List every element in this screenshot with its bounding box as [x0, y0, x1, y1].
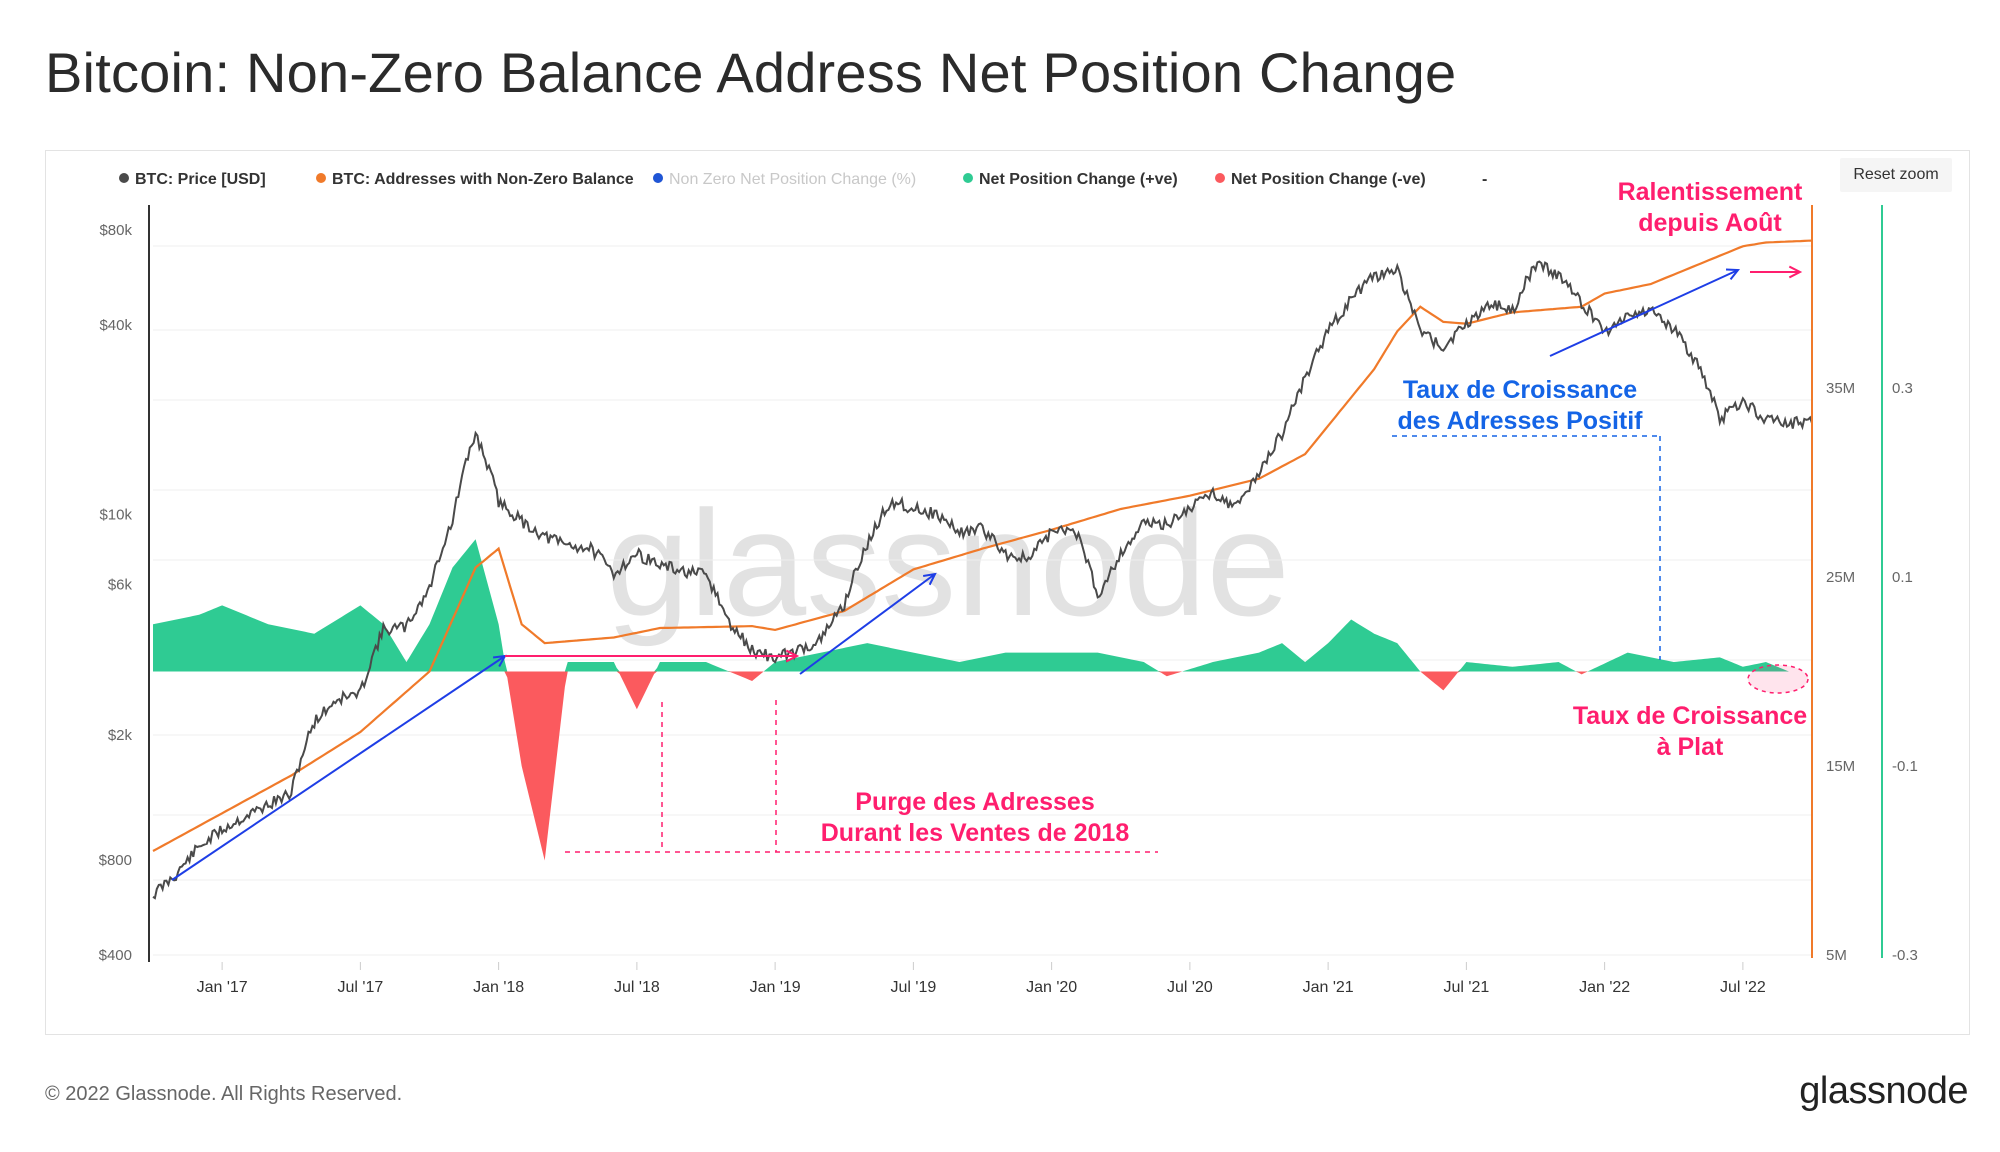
legend-label: Non Zero Net Position Change (%): [669, 171, 916, 188]
price-tick-label: $400: [99, 947, 132, 964]
pct-tick-label: 0.1: [1892, 569, 1913, 586]
chart-title: Bitcoin: Non-Zero Balance Address Net Po…: [45, 41, 1457, 104]
x-tick-label: Jul '18: [614, 979, 660, 996]
annotation-text: Taux de Croissance: [1573, 702, 1807, 730]
pct-tick-label: 0.3: [1892, 380, 1913, 397]
pink-arrow-august-head: [1788, 265, 1803, 279]
reset-zoom-button[interactable]: Reset zoom: [1840, 158, 1952, 192]
legend-marker: [316, 173, 326, 183]
address-tick-label: 5M: [1826, 947, 1847, 964]
x-tick-label: Jan '19: [750, 979, 801, 996]
chart-frame: [45, 150, 1970, 1035]
price-tick-label: $2k: [108, 727, 133, 744]
price-tick-label: $800: [99, 852, 132, 869]
address-tick-label: 25M: [1826, 569, 1855, 586]
annotation-text: Durant les Ventes de 2018: [821, 819, 1130, 847]
flat-rate-ellipse: [1747, 664, 1809, 694]
x-tick-label: Jul '17: [338, 979, 384, 996]
legend-label: BTC: Addresses with Non-Zero Balance: [332, 171, 634, 188]
x-tick-label: Jan '17: [197, 979, 248, 996]
x-tick-label: Jan '20: [1026, 979, 1077, 996]
price-tick-label: $10k: [99, 507, 132, 524]
legend-marker: [963, 173, 973, 183]
pct-tick-label: -0.3: [1892, 947, 1918, 964]
pct-tick-label: -0.1: [1892, 758, 1918, 775]
price-tick-label: $40k: [99, 317, 132, 334]
annotation-text: depuis Août: [1638, 209, 1782, 237]
price-line: [152, 260, 1813, 900]
legend-label: Net Position Change (-ve): [1231, 171, 1426, 188]
net-position-positive-area: [153, 539, 1812, 672]
annotation-text: à Plat: [1657, 733, 1724, 761]
x-tick-label: Jul '20: [1167, 979, 1213, 996]
annotation-text: Taux de Croissance: [1403, 376, 1637, 404]
blue-arrow-2019: [799, 573, 936, 675]
annotation-text: des Adresses Positif: [1397, 407, 1643, 435]
legend-label: Net Position Change (+ve): [979, 171, 1178, 188]
addresses-line: [152, 239, 1813, 852]
x-tick-label: Jan '22: [1579, 979, 1630, 996]
legend-marker-color: [653, 173, 663, 183]
legend-marker: [1215, 173, 1225, 183]
x-tick-label: Jul '19: [891, 979, 937, 996]
price-tick-label: $80k: [99, 222, 132, 239]
annotation-text: Purge des Adresses: [855, 788, 1094, 816]
x-tick-label: Jul '22: [1720, 979, 1766, 996]
pink-arrow-2018-head: [785, 649, 800, 663]
legend-label: BTC: Price [USD]: [135, 171, 266, 188]
blue-arrow-2019-head: [923, 572, 937, 586]
price-tick-label: $6k: [108, 576, 133, 593]
legend-label: -: [1482, 171, 1487, 188]
x-tick-label: Jan '21: [1303, 979, 1354, 996]
footer-copyright: © 2022 Glassnode. All Rights Reserved.: [45, 1083, 403, 1105]
blue-arrow-2022: [1549, 269, 1739, 357]
legend-marker: [119, 173, 129, 183]
watermark: glassnode: [606, 479, 1290, 647]
footer-logo: glassnode: [1799, 1070, 1968, 1112]
address-tick-label: 15M: [1826, 758, 1855, 775]
address-tick-label: 35M: [1826, 380, 1855, 397]
blue-arrow-2022-head: [1725, 268, 1741, 281]
annotation-text: Ralentissement: [1618, 178, 1803, 206]
x-tick-label: Jan '18: [473, 979, 524, 996]
blue-arrow-2017: [171, 655, 506, 881]
x-tick-label: Jul '21: [1444, 979, 1490, 996]
